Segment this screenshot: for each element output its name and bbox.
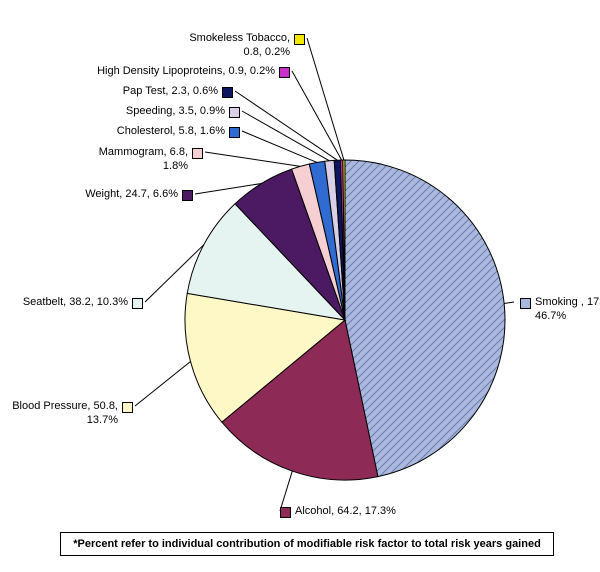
leader-line [242, 111, 329, 161]
leader-line [504, 302, 514, 303]
label-text: Mammogram, 6.8,1.8% [99, 146, 188, 174]
label-text: High Density Lipoproteins, 0.9, 0.2% [97, 65, 275, 79]
label-text: Smoking , 173.5,46.7% [535, 296, 600, 324]
label-text: Blood Pressure, 50.8,13.7% [12, 400, 118, 428]
slice-label-cholesterol: Cholesterol, 5.8, 1.6% [117, 125, 240, 139]
leader-line [135, 362, 190, 406]
legend-swatch [279, 67, 290, 78]
label-text: Weight, 24.7, 6.6% [85, 188, 178, 202]
slice-label-smoking: Smoking , 173.5,46.7% [520, 296, 600, 324]
legend-swatch [132, 298, 143, 309]
label-text: Cholesterol, 5.8, 1.6% [117, 125, 225, 139]
leader-line [307, 38, 344, 160]
label-text: Seatbelt, 38.2, 10.3% [23, 296, 128, 310]
label-text: Alcohol, 64.2, 17.3% [295, 505, 396, 519]
slice-label-weight: Weight, 24.7, 6.6% [85, 188, 193, 202]
label-text: Smokeless Tobacco,0.8, 0.2% [189, 32, 290, 60]
legend-swatch [222, 87, 233, 98]
legend-swatch [229, 127, 240, 138]
caption-text: *Percent refer to individual contributio… [60, 532, 554, 556]
slice-label-blood-pressure: Blood Pressure, 50.8,13.7% [12, 400, 133, 428]
label-text: Speeding, 3.5, 0.9% [126, 105, 225, 119]
label-text: Pap Test, 2.3, 0.6% [123, 85, 218, 99]
leader-line [205, 152, 300, 166]
legend-swatch [229, 107, 240, 118]
legend-swatch [520, 298, 531, 309]
slice-label-mammogram: Mammogram, 6.8,1.8% [99, 146, 203, 174]
pie-svg [0, 0, 600, 572]
pie-slice-smoking [345, 160, 505, 477]
slice-label-speeding: Speeding, 3.5, 0.9% [126, 105, 240, 119]
slice-label-smokeless-tobacco: Smokeless Tobacco,0.8, 0.2% [189, 32, 305, 60]
slice-label-alcohol: Alcohol, 64.2, 17.3% [280, 505, 396, 519]
legend-swatch [122, 402, 133, 413]
legend-swatch [294, 34, 305, 45]
legend-swatch [280, 507, 291, 518]
risk-factor-pie-chart: *Percent refer to individual contributio… [0, 0, 600, 572]
legend-swatch [192, 148, 203, 159]
slice-label-seatbelt: Seatbelt, 38.2, 10.3% [23, 296, 143, 310]
slice-label-pap-test: Pap Test, 2.3, 0.6% [123, 85, 233, 99]
slice-label-high-density-lipoproteins: High Density Lipoproteins, 0.9, 0.2% [97, 65, 290, 79]
legend-swatch [182, 190, 193, 201]
